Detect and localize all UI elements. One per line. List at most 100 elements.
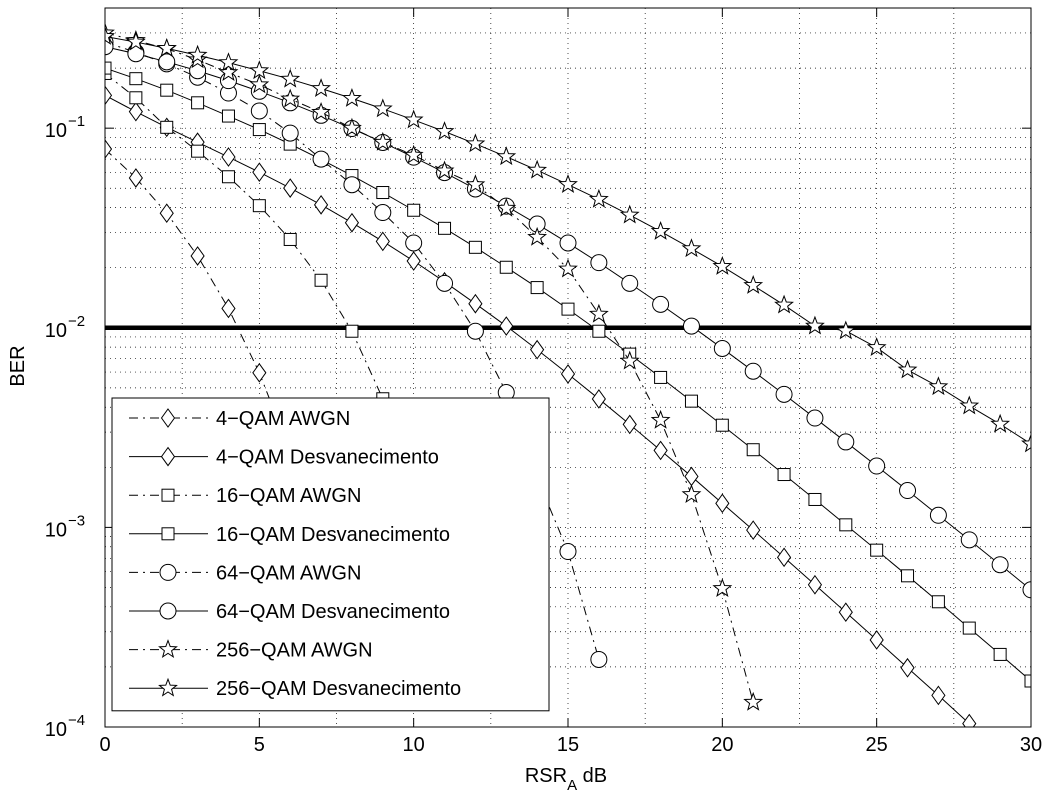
- data-point-star: [496, 146, 517, 166]
- data-point-diamond: [499, 316, 514, 336]
- y-tick-label-exponent: −4: [68, 712, 85, 729]
- data-point-star: [342, 117, 362, 137]
- data-point-diamond: [105, 139, 113, 159]
- y-tick-label-base: 10: [45, 120, 67, 142]
- data-point-diamond: [468, 293, 483, 314]
- data-point-star: [619, 204, 640, 224]
- x-axis-label: RSRA dB: [525, 765, 607, 794]
- data-point-diamond: [344, 212, 360, 233]
- data-point-square: [530, 281, 544, 295]
- y-tick-label-exponent: −1: [68, 113, 85, 130]
- data-point-diamond: [900, 657, 915, 678]
- y-axis-label: BER: [7, 345, 29, 386]
- data-point-diamond: [190, 246, 205, 266]
- data-point-square: [160, 83, 174, 97]
- x-tick-label: 5: [254, 734, 265, 756]
- data-point-square: [839, 518, 853, 532]
- data-point-diamond: [591, 389, 606, 409]
- legend-label: 16−QAM AWGN: [216, 485, 361, 507]
- data-point-star: [311, 101, 331, 121]
- legend-box: [111, 397, 550, 712]
- data-point-star: [105, 26, 115, 45]
- data-point-square: [654, 370, 668, 384]
- legend-label: 4−QAM Desvanecimento: [216, 447, 439, 469]
- data-point-star: [959, 395, 980, 415]
- data-point-diamond: [128, 101, 143, 122]
- data-point-star: [558, 258, 578, 278]
- legend-label: 64−QAM AWGN: [216, 562, 361, 584]
- data-point-diamond: [653, 440, 668, 461]
- data-point-square: [962, 621, 976, 635]
- data-point-diamond: [807, 574, 823, 595]
- data-point-circle: [713, 339, 731, 357]
- data-point-diamond: [560, 364, 576, 384]
- data-point-star: [249, 74, 270, 94]
- data-point-star: [125, 31, 146, 51]
- y-tick-label-base: 10: [45, 320, 67, 342]
- data-point-star: [403, 109, 424, 129]
- data-point-diamond: [406, 251, 421, 271]
- legend-entry: 16−QAM Desvanecimento: [129, 524, 450, 546]
- data-point-circle: [466, 322, 484, 340]
- data-point-diamond: [746, 520, 761, 540]
- data-point-square: [746, 443, 760, 457]
- data-point-circle: [343, 176, 361, 194]
- data-point-star: [588, 303, 609, 323]
- y-tick-label: 10: [45, 320, 67, 342]
- legend-marker-star: [158, 677, 178, 697]
- data-point-square: [808, 492, 822, 506]
- data-point-circle: [868, 457, 886, 475]
- data-point-star: [743, 275, 764, 294]
- data-point-circle: [744, 362, 762, 380]
- data-point-star: [156, 37, 177, 57]
- data-point-circle: [590, 650, 608, 668]
- data-point-star: [774, 294, 794, 314]
- data-point-diamond: [221, 147, 236, 167]
- data-point-diamond: [776, 547, 792, 568]
- data-point-star: [835, 320, 856, 340]
- data-point-star: [650, 220, 671, 240]
- data-point-star: [465, 174, 486, 194]
- data-point-star: [712, 578, 733, 597]
- data-point-diamond: [715, 493, 730, 514]
- data-point-star: [218, 52, 239, 72]
- legend-marker-square: [161, 488, 175, 502]
- data-point-star: [681, 238, 702, 258]
- data-point-star: [187, 44, 208, 64]
- data-point-circle: [405, 234, 423, 252]
- x-tick-label: 10: [403, 734, 425, 756]
- y-tick-label-exponent: −3: [68, 512, 85, 529]
- data-point-circle: [281, 124, 299, 142]
- x-tick-label: 25: [866, 734, 888, 756]
- data-point-square: [376, 186, 390, 200]
- x-tick-label: 15: [557, 734, 579, 756]
- data-point-circle: [374, 204, 392, 222]
- data-point-square: [160, 120, 174, 134]
- data-point-square: [993, 647, 1007, 661]
- legend: 4−QAM AWGN 4−QAM Desvanecimento 16−QAM AWG…: [111, 397, 550, 712]
- data-point-star: [588, 188, 609, 208]
- data-point-square: [870, 543, 884, 557]
- legend-entry: 64−QAM Desvanecimento: [129, 601, 450, 623]
- data-point-diamond: [221, 298, 236, 319]
- data-point-star: [342, 87, 362, 107]
- legend-entry: 4−QAM AWGN: [129, 408, 350, 430]
- data-point-star: [403, 144, 424, 164]
- data-point-square: [468, 240, 482, 254]
- data-point-square: [191, 96, 205, 110]
- data-point-star: [218, 62, 239, 81]
- legend-entry: 64−QAM AWGN: [129, 562, 361, 584]
- y-tick-label: 10: [45, 719, 67, 741]
- series-16-qam-desvanecimento: [105, 61, 1031, 688]
- legend-entry: 4−QAM Desvanecimento: [129, 447, 439, 469]
- legend-marker-circle: [159, 602, 177, 620]
- data-point-diamond: [622, 414, 637, 435]
- data-point-circle: [250, 102, 268, 120]
- data-point-star: [527, 226, 548, 246]
- data-point-circle: [806, 409, 824, 427]
- data-point-star: [1021, 433, 1031, 453]
- data-point-square: [314, 273, 328, 287]
- data-point-star: [372, 131, 393, 151]
- data-point-diamond: [313, 194, 329, 215]
